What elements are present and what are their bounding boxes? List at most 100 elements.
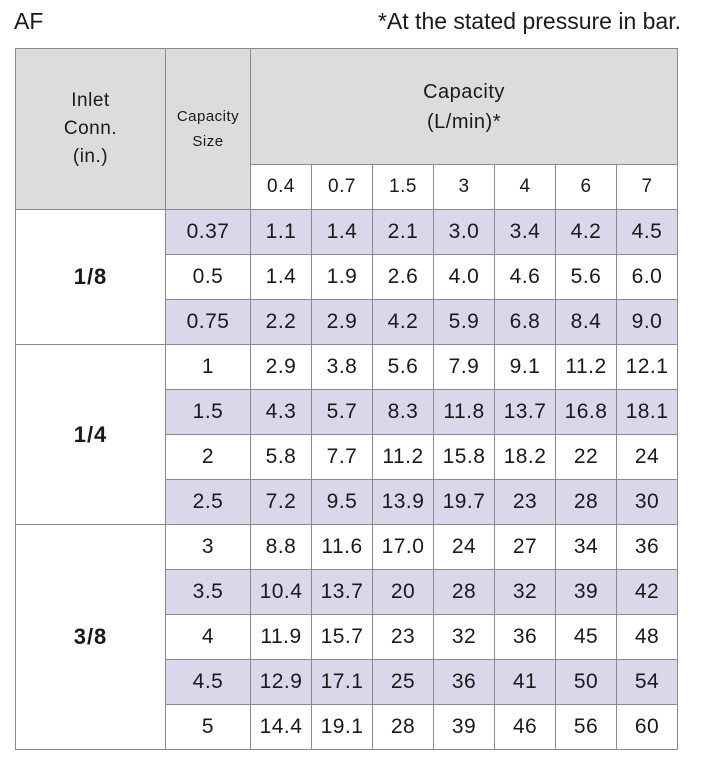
- capacity-size-header: Capacity Size: [165, 48, 251, 210]
- capacity-value-cell: 8.3: [372, 389, 434, 435]
- capacity-value-cell: 50: [555, 659, 617, 705]
- capacity-value-cell: 28: [555, 479, 617, 525]
- capacity-value-cell: 14.4: [250, 704, 312, 750]
- table-row: 2 5.8 7.7 11.2 15.8 18.2 22 24: [16, 434, 678, 480]
- pressure-header: 7: [616, 164, 678, 210]
- capacity-value-cell: 9.0: [616, 299, 678, 345]
- capacity-value-cell: 9.1: [494, 344, 556, 390]
- capacity-value-cell: 11.6: [311, 524, 373, 570]
- capacity-value-cell: 24: [433, 524, 495, 570]
- table-row: 1/4 1 2.9 3.8 5.6 7.9 9.1 11.2 12.1: [15, 344, 678, 525]
- table-row: 4.5 12.9 17.1 25 36 41 50 54: [16, 659, 678, 705]
- capacity-value-cell: 9.5: [311, 479, 373, 525]
- capacity-value-cell: 13.7: [311, 569, 373, 615]
- capacity-value-cell: 28: [372, 704, 434, 750]
- capacity-value-cell: 4.2: [372, 299, 434, 345]
- inlet-conn-header: Inlet Conn. (in.): [15, 48, 166, 210]
- capacity-value-cell: 23: [372, 614, 434, 660]
- capacity-size-cell: 0.75: [165, 299, 251, 345]
- capacity-value-cell: 2.2: [250, 299, 312, 345]
- pressure-header: 6: [555, 164, 617, 210]
- capacity-value-cell: 17.0: [372, 524, 434, 570]
- capacity-value-cell: 41: [494, 659, 556, 705]
- inlet-header-line: (in.): [72, 146, 109, 167]
- capacity-value-cell: 36: [616, 524, 678, 570]
- inlet-conn-cell: 1/8: [15, 209, 166, 345]
- capacity-value-cell: 18.2: [494, 434, 556, 480]
- table-row: 3/8 3 8.8 11.6 17.0 24 27 34 36: [15, 524, 678, 750]
- inlet-header-line: Inlet: [71, 90, 110, 111]
- table-row: 3.5 10.4 13.7 20 28 32 39 42: [16, 569, 678, 615]
- pressure-header: 0.4: [250, 164, 312, 210]
- capacity-size-cell: 3: [165, 524, 251, 570]
- capacity-size-cell: 3.5: [165, 569, 251, 615]
- table-row: 2.5 7.2 9.5 13.9 19.7 23 28 30: [16, 479, 678, 525]
- capacity-value-cell: 25: [372, 659, 434, 705]
- model-label: AF: [14, 8, 44, 34]
- capacity-value-cell: 3.0: [433, 209, 495, 255]
- capacity-value-cell: 54: [616, 659, 678, 705]
- capacity-value-cell: 2.1: [372, 209, 434, 255]
- capacity-size-cell: 0.5: [165, 254, 251, 300]
- capacity-size-cell: 2.5: [165, 479, 251, 525]
- capacity-value-cell: 18.1: [616, 389, 678, 435]
- size-header-line: Size: [192, 133, 224, 150]
- capacity-size-cell: 4.5: [165, 659, 251, 705]
- capacity-value-cell: 39: [433, 704, 495, 750]
- capacity-value-cell: 56: [555, 704, 617, 750]
- capacity-value-cell: 5.8: [250, 434, 312, 480]
- capacity-value-cell: 8.8: [250, 524, 312, 570]
- capacity-value-cell: 5.6: [372, 344, 434, 390]
- capacity-value-cell: 11.8: [433, 389, 495, 435]
- capacity-value-cell: 11.2: [372, 434, 434, 480]
- capacity-value-cell: 24: [616, 434, 678, 480]
- capacity-value-cell: 13.7: [494, 389, 556, 435]
- size-header-line: Capacity: [176, 108, 240, 125]
- capacity-value-cell: 28: [433, 569, 495, 615]
- table-row: 1.5 4.3 5.7 8.3 11.8 13.7 16.8 18.1: [16, 389, 678, 435]
- capacity-value-cell: 12.9: [250, 659, 312, 705]
- capacity-value-cell: 1.1: [250, 209, 312, 255]
- inlet-conn-cell: 1/4: [15, 344, 166, 525]
- pressure-header: 1.5: [372, 164, 434, 210]
- capacity-value-cell: 45: [555, 614, 617, 660]
- capacity-value-cell: 16.8: [555, 389, 617, 435]
- pressure-header: 4: [494, 164, 556, 210]
- capacity-value-cell: 4.3: [250, 389, 312, 435]
- capacity-value-cell: 15.7: [311, 614, 373, 660]
- table-row: 4 11.9 15.7 23 32 36 45 48: [16, 614, 678, 660]
- capacity-value-cell: 20: [372, 569, 434, 615]
- capacity-value-cell: 32: [494, 569, 556, 615]
- capacity-value-cell: 11.2: [555, 344, 617, 390]
- capacity-size-cell: 1: [165, 344, 251, 390]
- capacity-value-cell: 4.6: [494, 254, 556, 300]
- capacity-value-cell: 13.9: [372, 479, 434, 525]
- capacity-value-cell: 10.4: [250, 569, 312, 615]
- capacity-value-cell: 11.9: [250, 614, 312, 660]
- inlet-conn-cell: 3/8: [15, 524, 166, 750]
- capacity-size-cell: 0.37: [165, 209, 251, 255]
- capacity-value-cell: 4.5: [616, 209, 678, 255]
- capacity-value-cell: 22: [555, 434, 617, 480]
- capacity-size-cell: 1.5: [165, 389, 251, 435]
- capacity-value-cell: 4.0: [433, 254, 495, 300]
- capacity-value-cell: 1.4: [311, 209, 373, 255]
- pressure-note: *At the stated pressure in bar.: [377, 8, 681, 34]
- capacity-value-cell: 19.7: [433, 479, 495, 525]
- capacity-value-cell: 2.9: [250, 344, 312, 390]
- capacity-value-cell: 30: [616, 479, 678, 525]
- capacity-value-cell: 42: [616, 569, 678, 615]
- capacity-value-cell: 2.9: [311, 299, 373, 345]
- capacity-value-cell: 36: [433, 659, 495, 705]
- capacity-value-cell: 32: [433, 614, 495, 660]
- capacity-value-cell: 1.4: [250, 254, 312, 300]
- capacity-value-cell: 5.7: [311, 389, 373, 435]
- capacity-size-cell: 2: [165, 434, 251, 480]
- capacity-value-cell: 34: [555, 524, 617, 570]
- table-row: 5 14.4 19.1 28 39 46 56 60: [16, 704, 678, 750]
- table-row: 1/8 0.37 1.1 1.4 2.1 3.0 3.4 4.2 4.5: [15, 209, 678, 345]
- capacity-value-cell: 4.2: [555, 209, 617, 255]
- capacity-value-cell: 39: [555, 569, 617, 615]
- capacity-size-cell: 4: [165, 614, 251, 660]
- capacity-value-cell: 7.2: [250, 479, 312, 525]
